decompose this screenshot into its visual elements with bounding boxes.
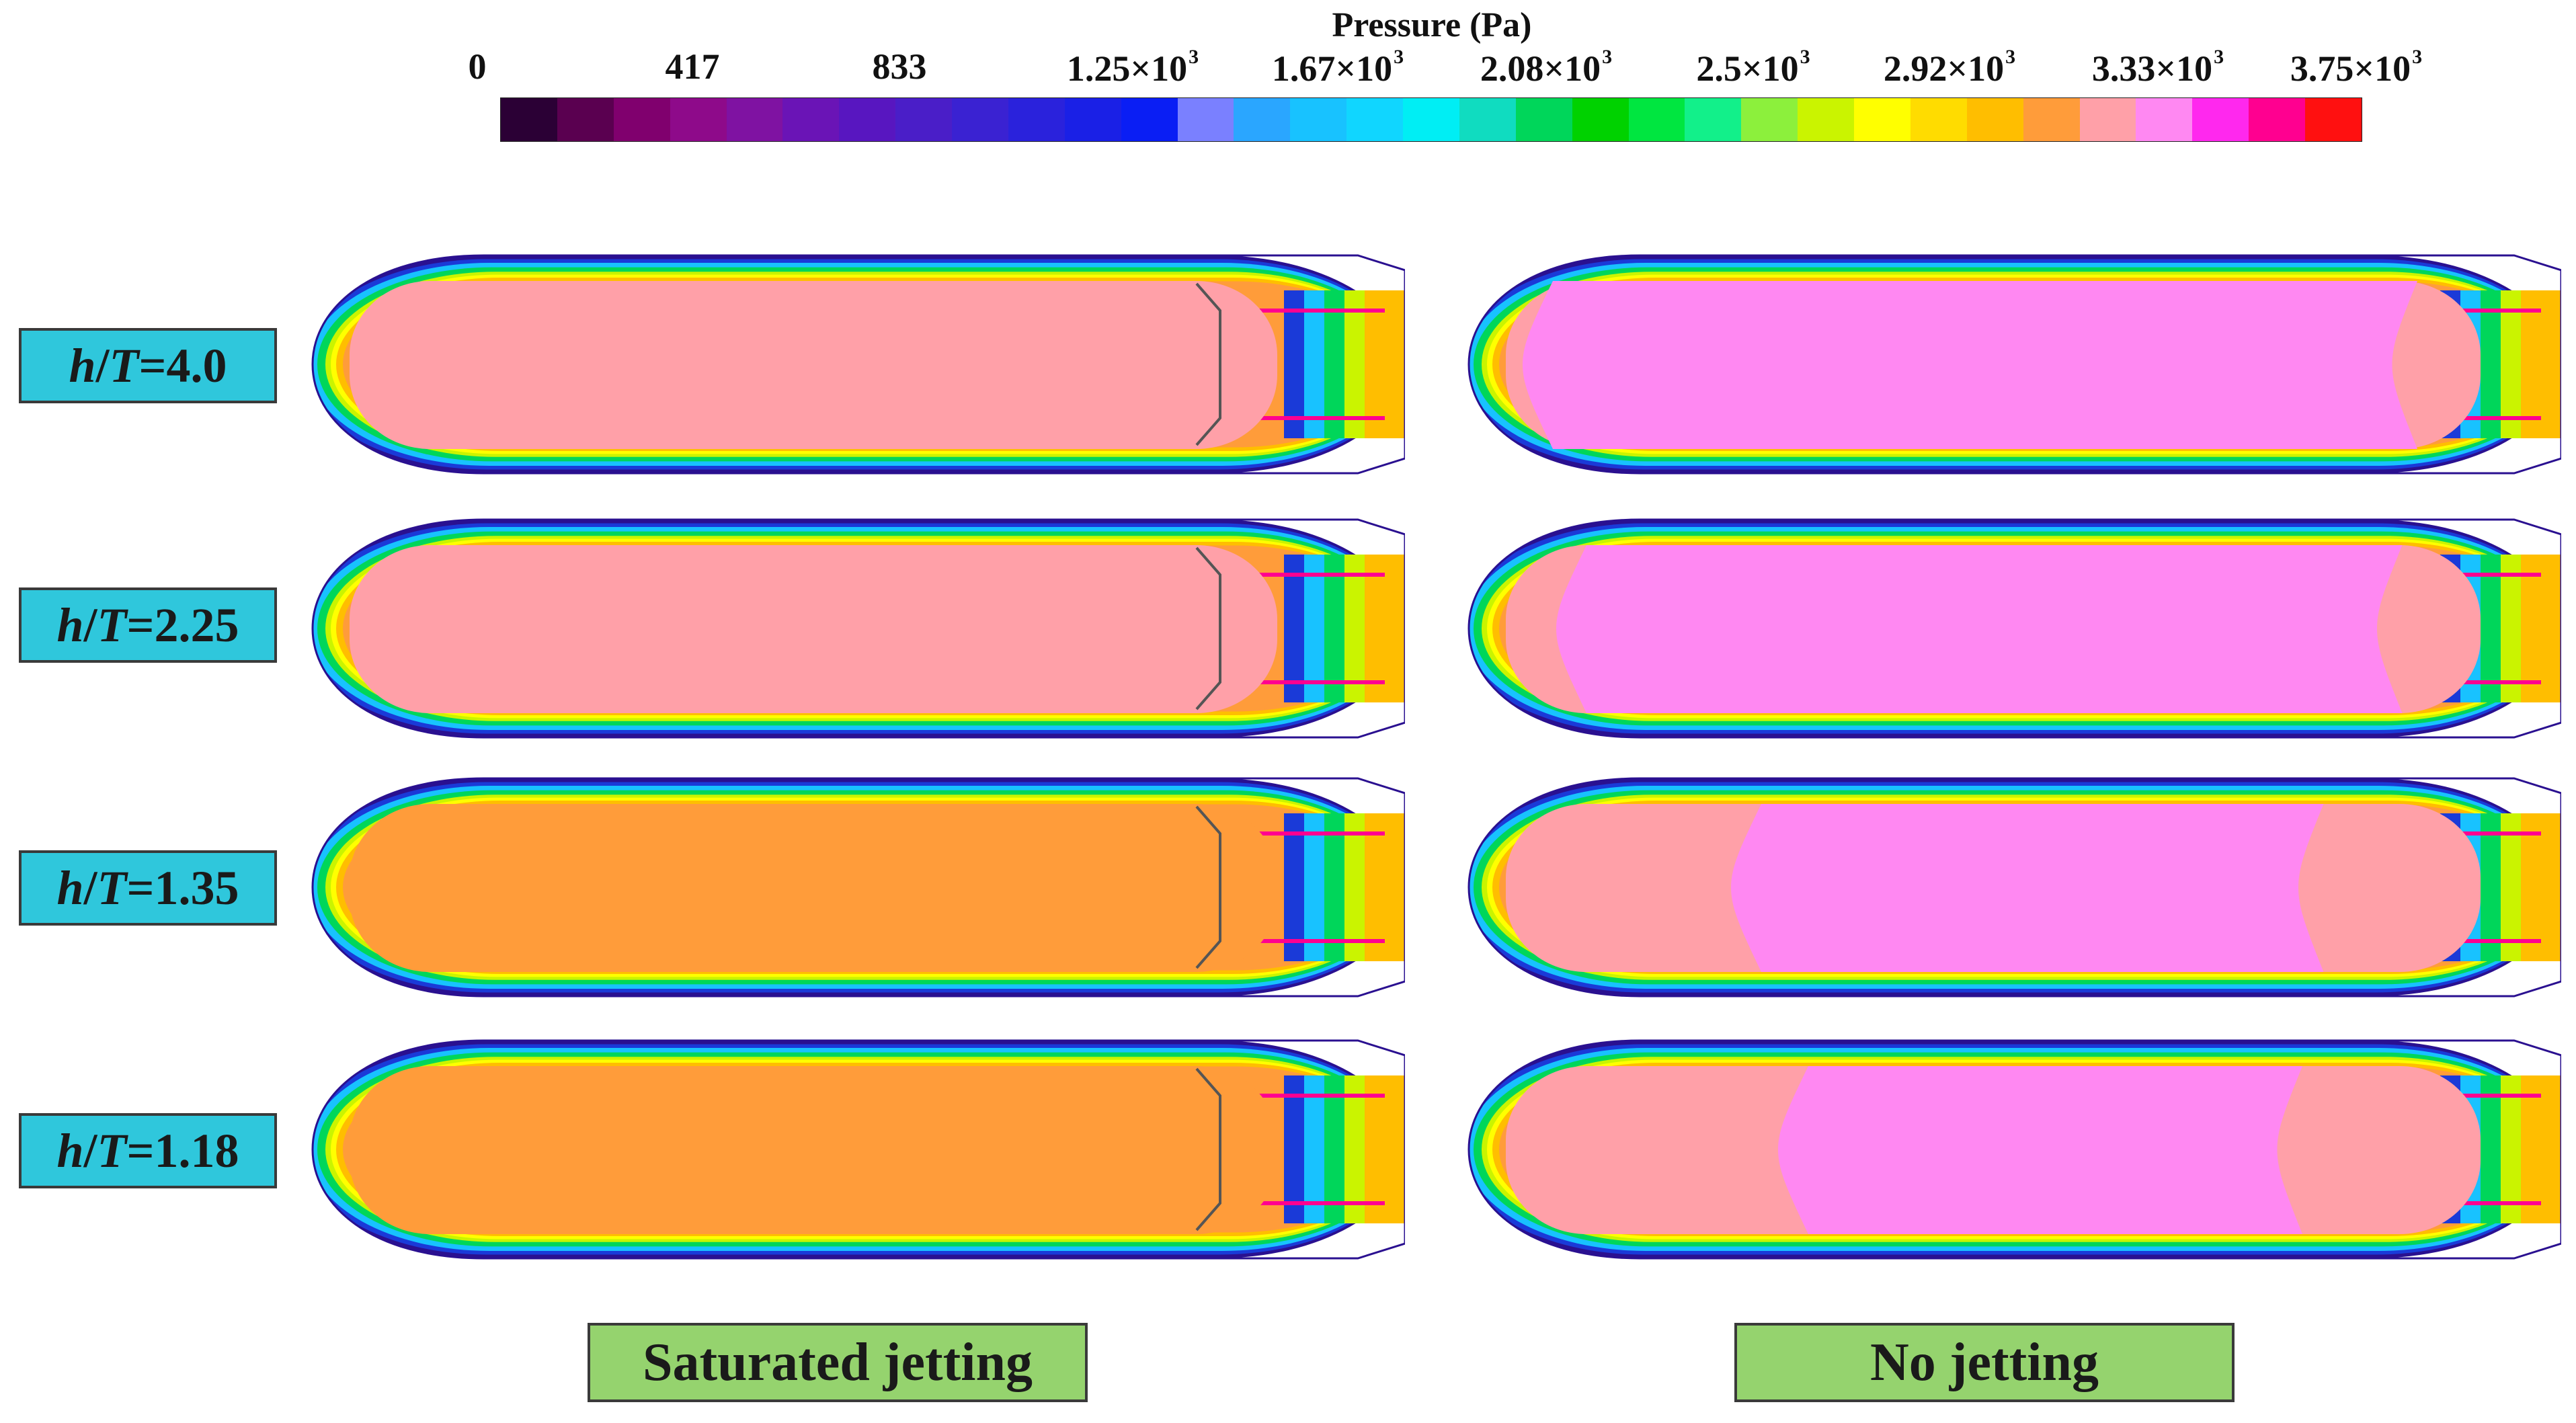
colorbar-segment	[2249, 98, 2305, 141]
colorbar-tick-label: 1.67×103	[1271, 46, 1404, 89]
hull-field-saturated	[311, 518, 1405, 739]
colorbar-segment	[1008, 98, 1065, 141]
colorbar-segment	[726, 98, 783, 141]
colorbar-segment	[1741, 98, 1798, 141]
colorbar-segment	[1628, 98, 1685, 141]
colorbar-tick-label: 2.08×103	[1480, 46, 1613, 89]
hull-field-no-jetting	[1467, 1039, 2561, 1260]
hull-field-no-jetting	[1467, 777, 2561, 998]
colorbar-tick-label: 833	[872, 46, 927, 87]
colorbar-segment	[1966, 98, 2023, 141]
colorbar-segment	[1177, 98, 1234, 141]
colorbar-segment	[613, 98, 670, 141]
colorbar-segment	[839, 98, 896, 141]
colorbar-segment	[1290, 98, 1347, 141]
colorbar-tick-label: 2.5×103	[1696, 46, 1810, 89]
column-label-saturated: Saturated jetting	[588, 1323, 1088, 1402]
colorbar-tick-label: 0	[468, 46, 487, 87]
colorbar-segment	[2136, 98, 2193, 141]
colorbar-tick-label: 417	[665, 46, 720, 87]
colorbar-tick-label: 3.33×103	[2091, 46, 2224, 89]
colorbar-segment	[1572, 98, 1629, 141]
row-label: h / T =4.0	[19, 328, 277, 403]
hull-field-no-jetting	[1467, 254, 2561, 475]
hull-field-no-jetting	[1467, 518, 2561, 739]
hull-field-saturated	[311, 1039, 1405, 1260]
colorbar-tick-label: 2.92×103	[1883, 46, 2016, 89]
colorbar-tick-label: 1.25×103	[1066, 46, 1199, 89]
colorbar-title: Pressure (Pa)	[1332, 6, 1532, 44]
colorbar-segment	[2192, 98, 2249, 141]
colorbar-segment	[557, 98, 614, 141]
colorbar-segment	[1515, 98, 1572, 141]
colorbar-segment	[2023, 98, 2080, 141]
colorbar-segment	[1403, 98, 1459, 141]
colorbar-segment	[1121, 98, 1178, 141]
row-label: h / T =2.25	[19, 587, 277, 663]
colorbar-segment	[1854, 98, 1910, 141]
colorbar-segment	[670, 98, 727, 141]
row-label: h / T =1.18	[19, 1113, 277, 1188]
colorbar-segment	[2305, 98, 2362, 141]
colorbar-segment	[782, 98, 840, 141]
colorbar-segment	[501, 98, 557, 141]
colorbar-segment	[1798, 98, 1854, 141]
colorbar-tick-label: 3.75×103	[2290, 46, 2423, 89]
colorbar-segment	[1685, 98, 1742, 141]
colorbar-segment	[1064, 98, 1121, 141]
colorbar-segment	[1459, 98, 1516, 141]
colorbar-ticks: 0 417 833 1.25×103 1.67×103 2.08×103 2.5×103 2.…	[0, 46, 2576, 93]
hull-field-saturated	[311, 777, 1405, 998]
column-label-no-jetting: No jetting	[1734, 1323, 2235, 1402]
colorbar-segment	[895, 98, 952, 141]
hull-field-saturated	[311, 254, 1405, 475]
colorbar-segment	[952, 98, 1008, 141]
colorbar-segment	[1910, 98, 1967, 141]
colorbar	[500, 97, 2362, 142]
row-label: h / T =1.35	[19, 850, 277, 926]
colorbar-segment	[1234, 98, 1291, 141]
colorbar-segment	[2079, 98, 2136, 141]
colorbar-segment	[1346, 98, 1403, 141]
